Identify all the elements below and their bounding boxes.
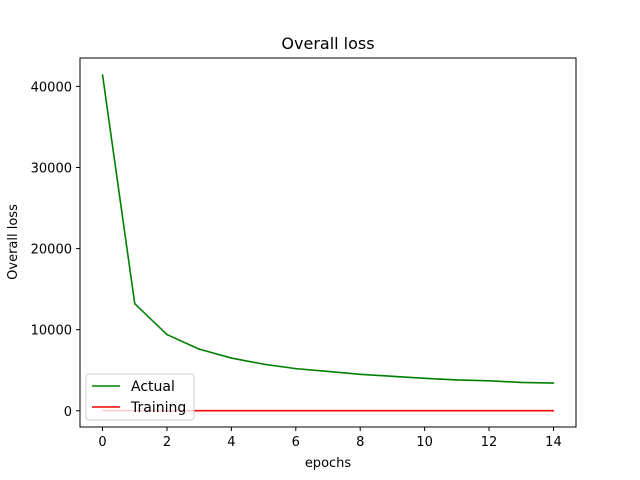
- data-point-actual: [456, 379, 458, 381]
- data-point-actual: [327, 371, 329, 373]
- data-point-actual: [392, 376, 394, 378]
- y-tick-label: 20000: [31, 243, 72, 258]
- data-point-training: [392, 410, 394, 412]
- data-point-actual: [263, 363, 265, 365]
- y-tick-label: 0: [64, 405, 72, 420]
- data-point-training: [520, 410, 522, 412]
- y-tick-label: 30000: [31, 161, 72, 176]
- x-tick-label: 10: [416, 435, 433, 450]
- data-point-training: [198, 410, 200, 412]
- x-tick-label: 8: [356, 435, 364, 450]
- data-point-actual: [231, 357, 233, 359]
- legend: Actual Training: [86, 374, 194, 420]
- data-point-training: [553, 410, 555, 412]
- data-point-training: [456, 410, 458, 412]
- x-tick-label: 6: [292, 435, 300, 450]
- chart-title: Overall loss: [281, 34, 374, 53]
- x-tick-label: 12: [481, 435, 498, 450]
- x-tick-label: 2: [163, 435, 171, 450]
- data-point-actual: [488, 380, 490, 382]
- data-point-training: [263, 410, 265, 412]
- data-point-training: [327, 410, 329, 412]
- data-point-actual: [166, 334, 168, 336]
- data-point-actual: [134, 303, 136, 305]
- data-point-training: [424, 410, 426, 412]
- x-tick-label: 0: [98, 435, 106, 450]
- data-point-actual: [424, 378, 426, 380]
- legend-label-actual: Actual: [131, 379, 175, 395]
- data-point-actual: [295, 368, 297, 370]
- data-point-actual: [359, 373, 361, 375]
- legend-label-training: Training: [130, 400, 186, 416]
- data-point-training: [231, 410, 233, 412]
- data-point-actual: [520, 382, 522, 384]
- data-point-training: [359, 410, 361, 412]
- x-axis-label: epochs: [305, 456, 352, 471]
- data-point-training: [295, 410, 297, 412]
- data-point-actual: [553, 382, 555, 384]
- data-point-actual: [102, 74, 104, 76]
- data-point-training: [488, 410, 490, 412]
- data-point-actual: [198, 348, 200, 350]
- x-tick-label: 14: [545, 435, 562, 450]
- x-tick-label: 4: [227, 435, 235, 450]
- y-tick-label: 10000: [31, 324, 72, 339]
- y-tick-label: 40000: [31, 80, 72, 95]
- y-axis-label: Overall loss: [6, 204, 21, 280]
